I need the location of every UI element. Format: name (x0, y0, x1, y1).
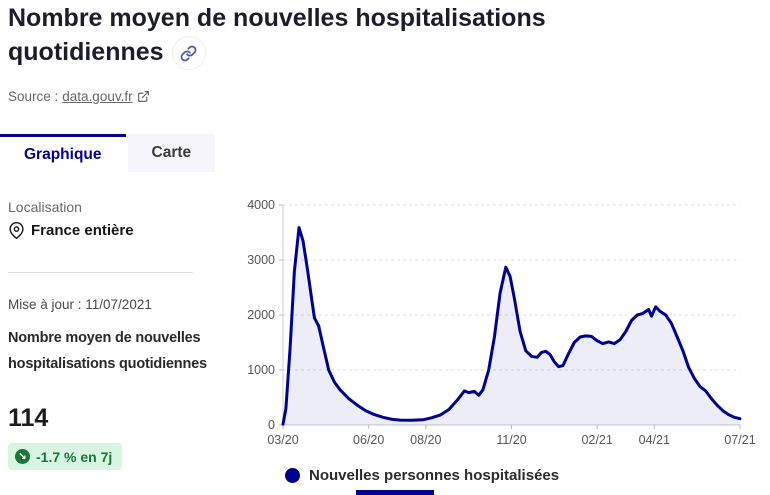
svg-text:4000: 4000 (247, 198, 275, 212)
external-link-icon (137, 91, 149, 102)
trend-badge-text: -1.7 % en 7j (36, 448, 113, 465)
svg-text:07/21: 07/21 (724, 433, 755, 444)
trend-badge: ↘ -1.7 % en 7j (8, 443, 123, 470)
updated-date: Mise à jour : 11/07/2021 (8, 297, 152, 312)
localisation-label: Localisation (8, 199, 82, 215)
svg-text:06/20: 06/20 (353, 433, 384, 444)
svg-text:08/20: 08/20 (410, 433, 441, 444)
svg-text:2000: 2000 (247, 308, 275, 322)
source-link[interactable]: data.gouv.fr (62, 89, 133, 104)
svg-text:03/20: 03/20 (267, 433, 298, 444)
hospitalizations-area-chart: 0 1000 2000 3000 4000 03/20 06/20 08/20 11/20 02/… (247, 198, 756, 444)
tab-carte[interactable]: Carte (127, 134, 216, 172)
svg-text:02/21: 02/21 (582, 433, 613, 444)
permalink-button[interactable] (171, 36, 206, 71)
svg-text:04/21: 04/21 (639, 433, 670, 444)
sidebar-divider (8, 272, 193, 273)
chart-legend: Nouvelles personnes hospitalisées (285, 467, 559, 484)
svg-text:0: 0 (268, 418, 275, 432)
localisation-value-text: France entière (31, 222, 134, 239)
legend-dot (285, 468, 300, 483)
metric-label: Nombre moyen de nouvelles hospitalisatio… (8, 330, 207, 373)
tab-graphique[interactable]: Graphique (0, 134, 126, 172)
page-title-text: Nombre moyen de nouvelles hospitalisatio… (8, 4, 546, 66)
localisation-value: France entière (8, 222, 134, 239)
trend-down-icon: ↘ (15, 449, 30, 464)
svg-text:1000: 1000 (247, 363, 275, 377)
map-pin-icon (9, 222, 24, 239)
metric-value: 114 (8, 404, 49, 432)
legend-label: Nouvelles personnes hospitalisées (309, 467, 560, 484)
bottom-cutoff-element[interactable] (356, 490, 434, 495)
tab-bar: Graphique Carte (0, 134, 216, 172)
source-label: Source : (8, 89, 59, 104)
source-line: Source : data.gouv.fr (8, 89, 150, 104)
page-title: Nombre moyen de nouvelles hospitalisatio… (8, 2, 673, 71)
svg-text:11/20: 11/20 (496, 433, 526, 444)
link-icon (180, 45, 197, 62)
svg-text:3000: 3000 (247, 253, 275, 267)
